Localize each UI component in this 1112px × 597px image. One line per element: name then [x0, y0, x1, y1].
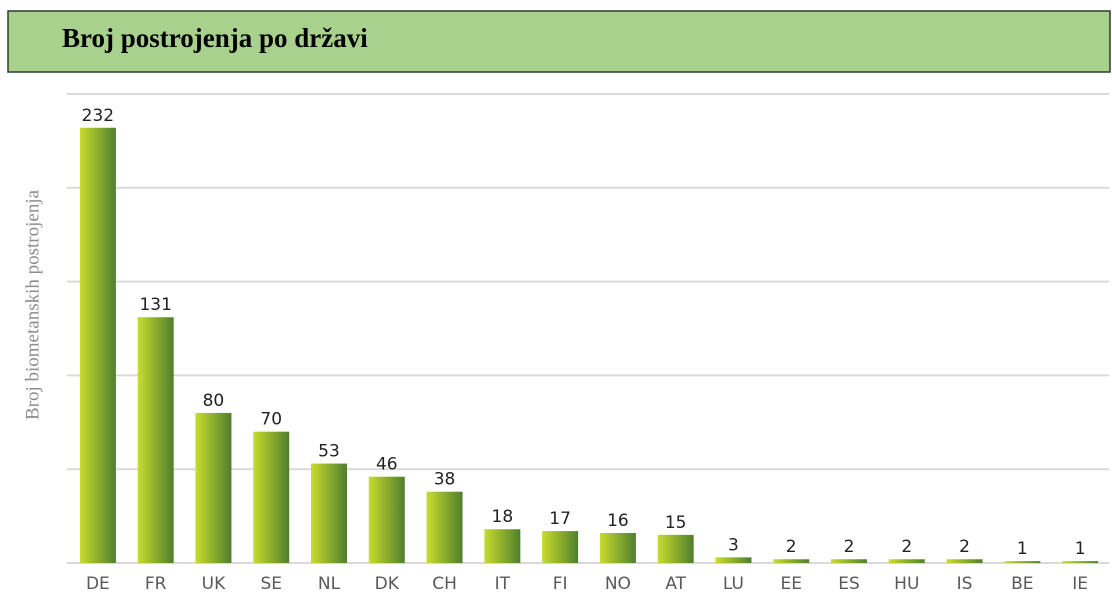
- data-label: 80: [203, 391, 225, 411]
- x-tick-label: SE: [260, 574, 282, 594]
- data-label: 3: [728, 535, 739, 555]
- data-label: 2: [959, 537, 970, 557]
- bar: [195, 412, 232, 563]
- x-tick-label: AT: [665, 574, 686, 594]
- data-label: 38: [434, 470, 456, 490]
- x-tick-label: FR: [145, 574, 167, 594]
- bar: [946, 559, 983, 563]
- data-label: 1: [1017, 539, 1028, 559]
- x-tick-label: NL: [318, 574, 341, 594]
- x-tick-label: ES: [838, 574, 860, 594]
- bar: [79, 127, 116, 563]
- x-tick-label: UK: [202, 574, 226, 594]
- y-axis-label: Broj biometanskih postrojenja: [22, 189, 43, 420]
- bar: [599, 532, 636, 563]
- x-tick-label: DE: [86, 574, 110, 594]
- data-label: 53: [318, 442, 340, 462]
- chart-title: Broj postrojenja po državi: [62, 23, 368, 53]
- bar: [1062, 561, 1099, 563]
- data-label: 16: [607, 511, 629, 531]
- x-tick-label: IT: [495, 574, 511, 594]
- data-label: 17: [549, 509, 571, 529]
- bar: [253, 431, 290, 563]
- x-tick-label: CH: [432, 574, 457, 594]
- bar: [715, 557, 752, 563]
- bar: [368, 476, 405, 563]
- x-tick-label: IS: [957, 574, 973, 594]
- bar: [484, 529, 521, 563]
- x-tick-label: BE: [1011, 574, 1033, 594]
- x-tick-label: HU: [894, 574, 919, 594]
- bar: [1004, 561, 1041, 563]
- data-label: 46: [376, 455, 398, 475]
- title-box: [7, 10, 1111, 73]
- bar: [773, 559, 810, 563]
- data-label: 15: [665, 513, 687, 533]
- data-label: 131: [139, 295, 171, 315]
- bar: [311, 463, 347, 563]
- data-label: 232: [82, 106, 114, 126]
- data-label: 18: [492, 507, 514, 527]
- bar: [542, 531, 579, 563]
- data-label: 2: [844, 537, 855, 557]
- data-label: 70: [260, 410, 282, 430]
- data-label: 2: [786, 537, 797, 557]
- x-tick-label: IE: [1072, 574, 1088, 594]
- x-tick-label: DK: [375, 574, 400, 594]
- x-tick-label: NO: [605, 574, 631, 594]
- bar: [426, 491, 463, 563]
- bar: [831, 559, 867, 563]
- bar: [657, 534, 694, 563]
- data-label: 1: [1075, 539, 1086, 559]
- bar: [888, 559, 925, 563]
- data-label: 2: [901, 537, 912, 557]
- bar: [137, 317, 174, 563]
- x-tick-label: LU: [723, 574, 744, 594]
- x-tick-label: EE: [780, 574, 801, 594]
- x-tick-label: FI: [553, 574, 568, 594]
